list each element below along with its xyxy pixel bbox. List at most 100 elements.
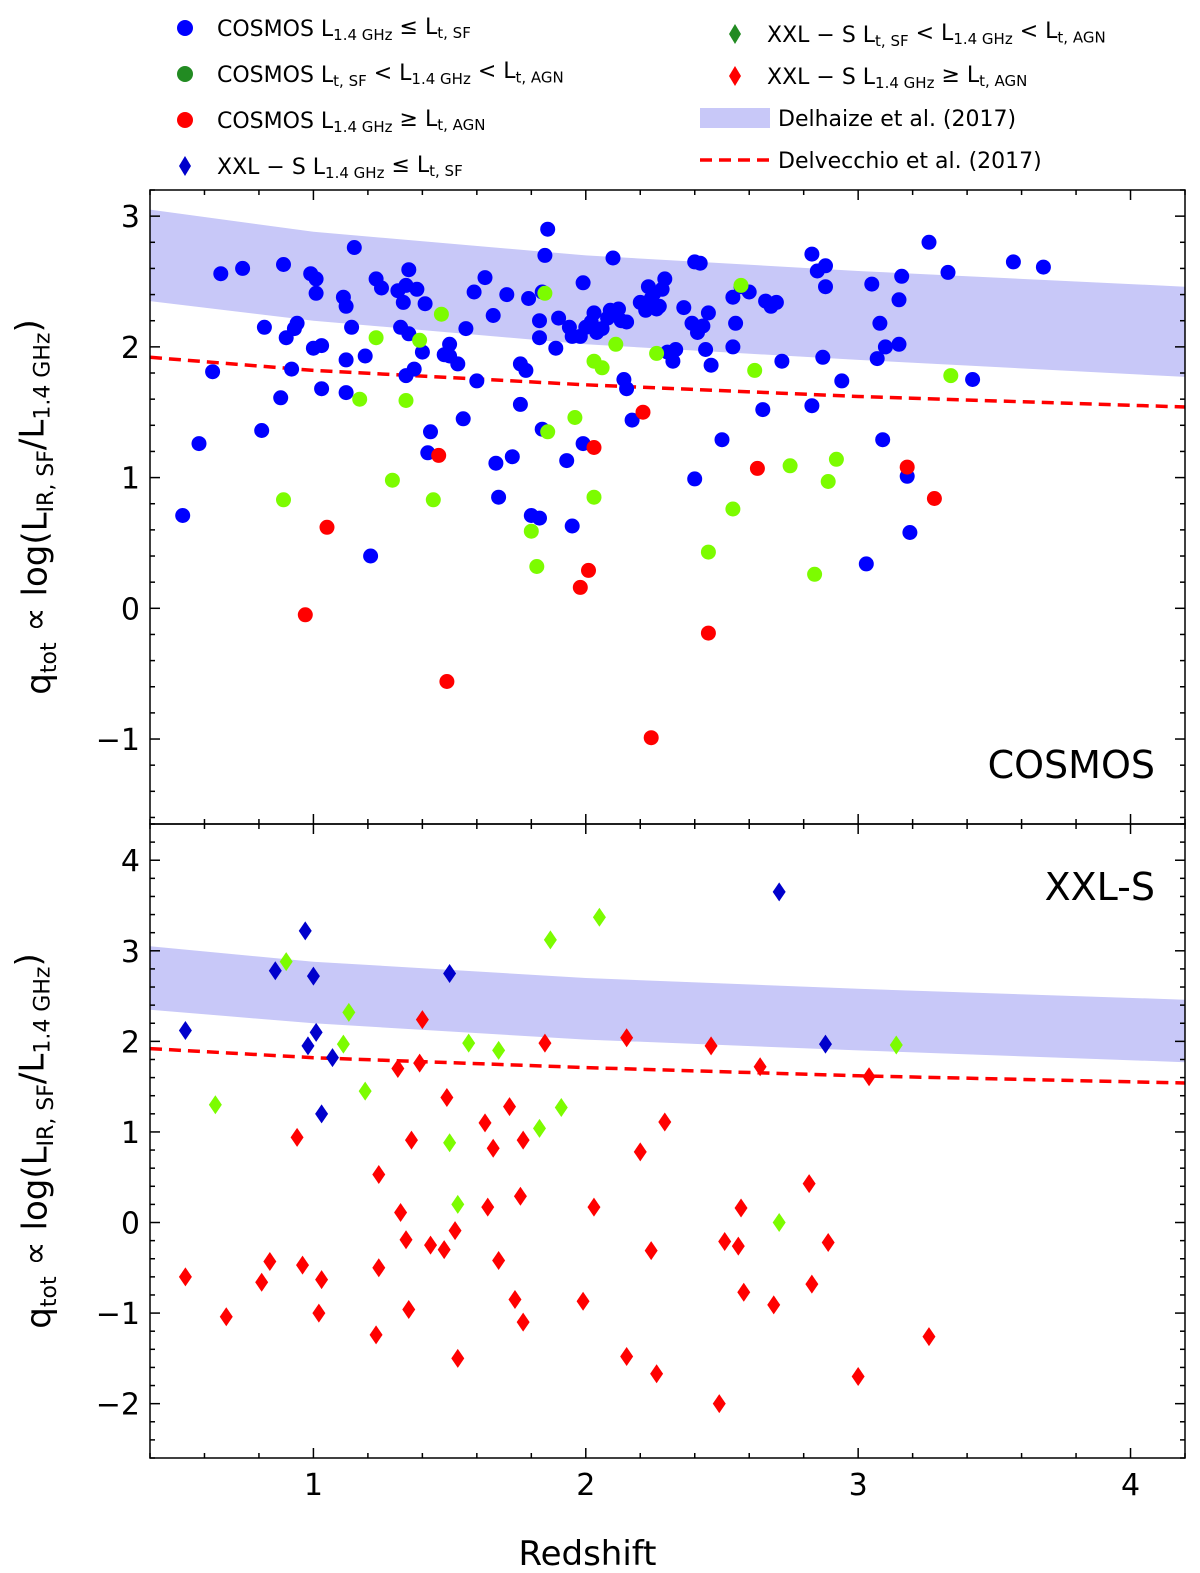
point-xxl_agn [372,1165,386,1185]
point-cosmos_mid [425,492,441,508]
point-cosmos_sf [965,372,981,387]
legend-entry-delhaize: Delhaize et al. (2017) [700,107,1016,132]
point-cosmos_mid [649,345,665,361]
point-xxl_sf [315,1104,329,1124]
point-xxl_mid [358,1081,372,1101]
point-cosmos_sf [540,221,556,237]
point-xxl_sf [301,1036,315,1056]
point-cosmos_sf [409,281,425,297]
point-cosmos_mid [523,523,539,539]
legend-entry-delvecchio: Delvecchio et al. (2017) [700,149,1042,174]
point-xxl_agn [802,1174,816,1194]
y-tick-label: 1 [121,1116,140,1151]
point-cosmos_sf [804,398,820,414]
legend-label-xxl_mid-part: 1.4 GHz [953,30,1013,48]
point-cosmos_sf [692,255,708,271]
y-axis-title-part: 1.4 GHz [30,333,55,420]
legend-label-xxl_mid-part: XXL − S L [767,23,876,48]
point-cosmos_mid [608,336,624,352]
panel-cosmos: −1 0 1 2 3 qtot ∝ log(LIR, SF/L1.4 GHz) COSMOS [9,189,1186,825]
legend-label-cosmos_sf-part: t, SF [437,24,471,42]
point-cosmos_sf [564,518,580,534]
point-cosmos_sf [401,326,417,342]
point-cosmos_sf [818,258,833,274]
point-cosmos_agn [431,447,447,463]
legend-label-xxl_agn-part: XXL − S L [767,65,876,90]
point-cosmos_sf [877,339,893,355]
point-cosmos_sf [338,385,354,401]
point-cosmos_mid [352,391,368,407]
point-cosmos_sf [450,356,466,372]
legend-entry-cosmos_mid: COSMOS Lt, SF < L1.4 GHz < Lt, AGN [177,59,564,90]
point-cosmos_sf [532,510,547,526]
point-xxl_agn [478,1113,492,1133]
point-cosmos_sf [575,275,591,291]
point-cosmos_sf [894,268,910,284]
point-cosmos_mid [733,277,749,293]
point-cosmos_mid [586,489,602,505]
point-xxl_mid [336,1034,350,1054]
y-axis-title: qtot ∝ log(LIR, SF/L1.4 GHz) [9,953,62,1328]
point-cosmos_sf [276,257,291,272]
point-cosmos_mid [820,474,836,489]
point-cosmos_sf [491,489,507,505]
point-xxl_agn [263,1251,277,1271]
point-xxl_mid [451,1194,465,1214]
point-xxl_mid [443,1133,457,1153]
point-xxl_agn [922,1327,936,1347]
point-xxl_agn [731,1236,745,1256]
point-xxl_mid [772,1213,786,1233]
point-xxl_mid [554,1097,568,1117]
legend-label-delhaize-part: Delhaize et al. (2017) [778,107,1016,132]
point-xxl_agn [315,1270,329,1290]
point-cosmos_sf [406,361,422,377]
point-cosmos_sf [466,284,482,300]
point-cosmos_agn [439,674,455,689]
x-tick-label: 3 [849,1468,868,1503]
point-xxl_mid [492,1040,506,1060]
point-xxl_agn [440,1088,454,1108]
legend-label-xxl_sf: XXL − S L1.4 GHz ≤ Lt, SF [217,153,463,182]
point-xxl_agn [481,1197,495,1217]
point-xxl_agn [718,1232,732,1252]
panel-label: COSMOS [988,743,1155,787]
point-cosmos_sf [858,556,874,572]
point-xxl_agn [296,1255,310,1275]
point-cosmos_sf [902,525,918,540]
point-cosmos_sf [638,302,654,318]
point-cosmos_agn [586,440,602,455]
point-cosmos_mid [276,492,291,508]
point-xxl_agn [415,1010,429,1030]
point-xxl_mid [592,907,606,927]
x-tick-label: 4 [1121,1468,1140,1503]
point-cosmos_sf [586,305,602,321]
legend-label-xxl_agn: XXL − S L1.4 GHz ≥ Lt, AGN [767,63,1027,92]
point-xxl_agn [437,1240,451,1260]
point-cosmos_mid [807,566,823,582]
y-tick-label: −1 [96,1297,140,1332]
legend-label-cosmos_agn: COSMOS L1.4 GHz ≥ Lt, AGN [217,107,486,136]
point-cosmos_sf [338,298,354,314]
point-xxl_sf [443,963,457,983]
point-cosmos_agn [319,519,335,535]
point-cosmos_sf [1035,259,1051,275]
point-xxl_sf [298,921,312,941]
legend-label-cosmos_mid-part: < L [367,61,412,86]
legend-label-delvecchio-part: Delvecchio et al. (2017) [778,149,1042,174]
legend-label-xxl_sf-part: 1.4 GHz [325,164,385,182]
point-xxl_agn [369,1325,383,1345]
legend-label-cosmos_agn-part: ≥ L [393,107,438,132]
y-tick-label: 4 [121,844,140,879]
y-axis-title-part: q [19,1307,59,1329]
point-xxl_agn [862,1067,876,1087]
point-cosmos_sf [864,276,880,292]
point-cosmos_sf [458,321,474,337]
legend-label-xxl_mid-part: < L [1013,19,1058,44]
point-cosmos_sf [774,353,790,369]
y-axis-title-part: ∝ log(L [16,512,56,642]
legend-label-xxl_mid: XXL − S Lt, SF < L1.4 GHz < Lt, AGN [767,19,1106,50]
point-cosmos_agn [749,460,765,476]
point-xxl_agn [448,1221,462,1241]
point-cosmos_agn [700,625,716,641]
